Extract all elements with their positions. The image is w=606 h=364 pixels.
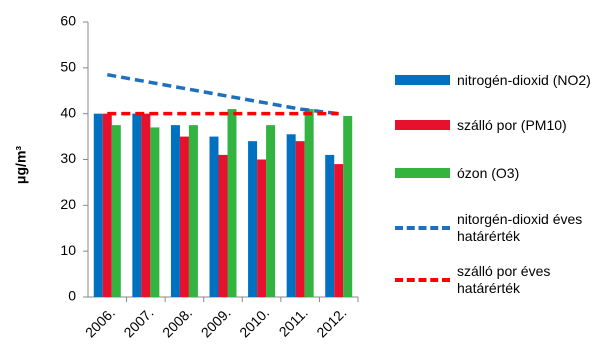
y-tick-label: 30 — [60, 150, 76, 166]
legend-item: nitrogén-dioxid (NO2) — [395, 72, 592, 89]
bar — [150, 127, 160, 298]
legend-item: szálló por éves határérték — [395, 263, 592, 297]
y-tick-label: 60 — [60, 13, 76, 29]
y-tick-label: 40 — [60, 104, 76, 120]
bar — [295, 141, 305, 297]
bar — [257, 159, 267, 297]
y-axis-label: μg/m³ — [13, 146, 29, 184]
bar — [334, 164, 344, 297]
y-tick-label: 50 — [60, 59, 76, 75]
limit-line — [106, 72, 339, 116]
legend-item: nitorgén-dioxid éves határérték — [395, 211, 592, 245]
bar — [188, 125, 198, 297]
bar — [179, 136, 189, 297]
legend-label: nitrogén-dioxid (NO2) — [457, 71, 591, 88]
legend-swatch — [395, 75, 450, 85]
legend-swatch — [395, 120, 450, 130]
bar — [227, 109, 237, 297]
legend-swatch — [395, 226, 450, 230]
bar — [325, 154, 335, 297]
bar — [170, 125, 180, 297]
x-tick-label: 2011. — [276, 304, 311, 339]
x-tick-label: 2009. — [198, 304, 234, 340]
bar — [286, 134, 296, 297]
x-tick-label: 2006. — [82, 304, 118, 340]
bar — [343, 115, 353, 297]
bar — [141, 113, 151, 298]
x-tick-label: 2008. — [159, 304, 195, 340]
legend-item: szálló por (PM10) — [395, 117, 592, 134]
legend-label: szálló por (PM10) — [457, 116, 567, 133]
bar — [102, 113, 112, 298]
bar — [93, 113, 103, 298]
legend-swatch — [395, 168, 450, 178]
bar — [209, 136, 219, 297]
bar — [248, 141, 258, 297]
legend-item: ózon (O3) — [395, 165, 592, 182]
x-tick-label: 2007. — [121, 304, 157, 340]
legend-swatch — [395, 278, 450, 282]
legend-label: ózon (O3) — [457, 164, 520, 181]
y-tick-label: 20 — [60, 196, 76, 212]
y-tick-label: 0 — [68, 288, 76, 304]
bar — [132, 113, 142, 298]
bar — [266, 125, 276, 297]
bar — [218, 154, 228, 297]
legend-label: nitorgén-dioxid éves határérték — [457, 211, 583, 244]
bar — [304, 109, 314, 297]
y-tick-label: 10 — [60, 242, 76, 258]
bar — [111, 125, 121, 297]
legend-label: szálló por éves határérték — [457, 263, 551, 296]
x-tick-label: 2012. — [313, 304, 349, 340]
x-tick-label: 2010. — [236, 304, 272, 340]
